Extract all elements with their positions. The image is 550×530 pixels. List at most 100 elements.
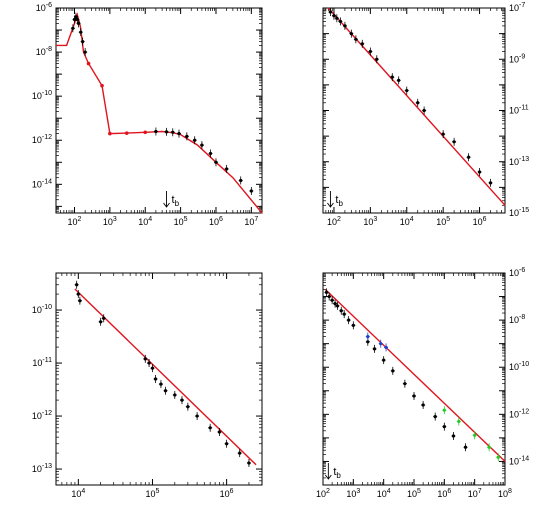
data-point <box>496 455 500 459</box>
data-point <box>332 14 336 18</box>
x-tick-label: 107 <box>244 216 258 227</box>
x-tick-label: 105 <box>436 216 450 227</box>
x-tick-label: 102 <box>327 216 341 227</box>
data-point <box>339 309 343 313</box>
data-point <box>366 340 370 344</box>
y-tick-label: 10-14 <box>32 178 52 189</box>
data-point <box>225 167 229 171</box>
plot-frame <box>322 7 506 214</box>
data-point <box>328 10 333 14</box>
y-tick-label: 10-10 <box>32 304 52 315</box>
model-marker <box>143 130 148 135</box>
data-point <box>214 160 218 164</box>
plot-frame <box>322 272 506 486</box>
x-tick-label: 106 <box>209 216 223 227</box>
data-point <box>147 361 151 365</box>
data-point <box>102 316 106 320</box>
x-tick-label: 103 <box>103 216 117 227</box>
data-point <box>177 132 181 136</box>
data-point <box>382 358 386 362</box>
data-point <box>451 434 456 438</box>
data-point <box>342 312 346 316</box>
data-point <box>239 178 243 183</box>
data-point <box>208 151 213 156</box>
model-fit-line <box>74 288 257 466</box>
y-tick-label: 10-12 <box>32 410 52 421</box>
x-tick-label: 104 <box>400 216 414 227</box>
data-point <box>403 382 407 386</box>
data-point <box>397 78 401 82</box>
y-tick-label: 10-12 <box>32 134 52 145</box>
data-point <box>452 140 456 144</box>
y-tick-label: 10-8 <box>36 46 52 57</box>
data-point <box>238 451 242 455</box>
data-point <box>433 415 437 419</box>
tb-label: tb <box>333 466 341 480</box>
data-point <box>185 134 189 138</box>
data-point <box>416 101 420 105</box>
data-point <box>154 129 158 134</box>
x-tick-label: 103 <box>363 216 377 227</box>
data-point <box>405 88 409 93</box>
data-point <box>330 298 334 302</box>
data-point <box>324 290 329 295</box>
panel-p1: 102 103 104 105 106 107 10-14 10-12 10-10 10-8 10-… <box>32 2 263 227</box>
data-point <box>375 57 379 61</box>
model-marker <box>108 131 112 136</box>
data-point <box>153 377 158 381</box>
y-tick-label: 10-11 <box>509 105 529 116</box>
data-point <box>335 304 340 308</box>
data-point <box>422 108 426 113</box>
data-point <box>173 393 177 397</box>
model-fit-line <box>324 288 506 462</box>
data-point <box>76 21 81 26</box>
data-point <box>473 433 477 437</box>
x-tick-label: 106 <box>473 216 487 227</box>
data-point <box>180 398 184 402</box>
data-point <box>457 419 461 424</box>
data-point <box>366 334 370 339</box>
y-tick-label: 10-12 <box>509 408 529 419</box>
data-point <box>217 430 222 434</box>
x-tick-label: 107 <box>468 488 482 499</box>
data-point <box>76 292 80 296</box>
data-point <box>335 16 339 20</box>
model-marker <box>100 83 104 88</box>
data-point <box>75 283 79 287</box>
model-marker <box>86 61 91 66</box>
data-point <box>200 143 204 147</box>
tb-arrow-head-icon <box>163 202 170 208</box>
data-point <box>333 302 337 306</box>
x-tick-label: 102 <box>316 488 330 499</box>
x-tick-label: 105 <box>174 216 188 227</box>
tb-arrow-head-icon <box>327 202 334 208</box>
y-tick-label: 10-6 <box>36 2 52 13</box>
y-tick-label: 10-13 <box>32 463 52 474</box>
data-point <box>441 132 445 136</box>
data-point <box>487 445 491 449</box>
y-tick-label: 10-10 <box>509 361 529 372</box>
data-point <box>421 403 425 407</box>
x-tick-label: 105 <box>407 488 421 499</box>
y-tick-label: 10-7 <box>509 2 525 13</box>
data-point <box>347 318 351 322</box>
data-point <box>186 405 190 409</box>
data-point <box>391 369 395 373</box>
data-point <box>143 357 147 361</box>
data-point <box>390 75 394 79</box>
data-point <box>171 130 175 134</box>
data-point <box>372 347 377 351</box>
x-tick-label: 104 <box>138 216 152 227</box>
data-point <box>249 189 253 193</box>
data-point <box>442 425 446 429</box>
plot-frame <box>55 7 263 214</box>
x-tick-label: 104 <box>71 488 85 499</box>
x-tick-label: 105 <box>146 488 160 499</box>
data-point <box>463 445 468 449</box>
x-tick-label: 106 <box>220 488 234 499</box>
y-tick-label: 10-11 <box>32 357 52 368</box>
data-point <box>164 130 169 134</box>
data-point <box>163 389 168 393</box>
data-point <box>83 50 87 54</box>
data-point <box>338 19 342 23</box>
